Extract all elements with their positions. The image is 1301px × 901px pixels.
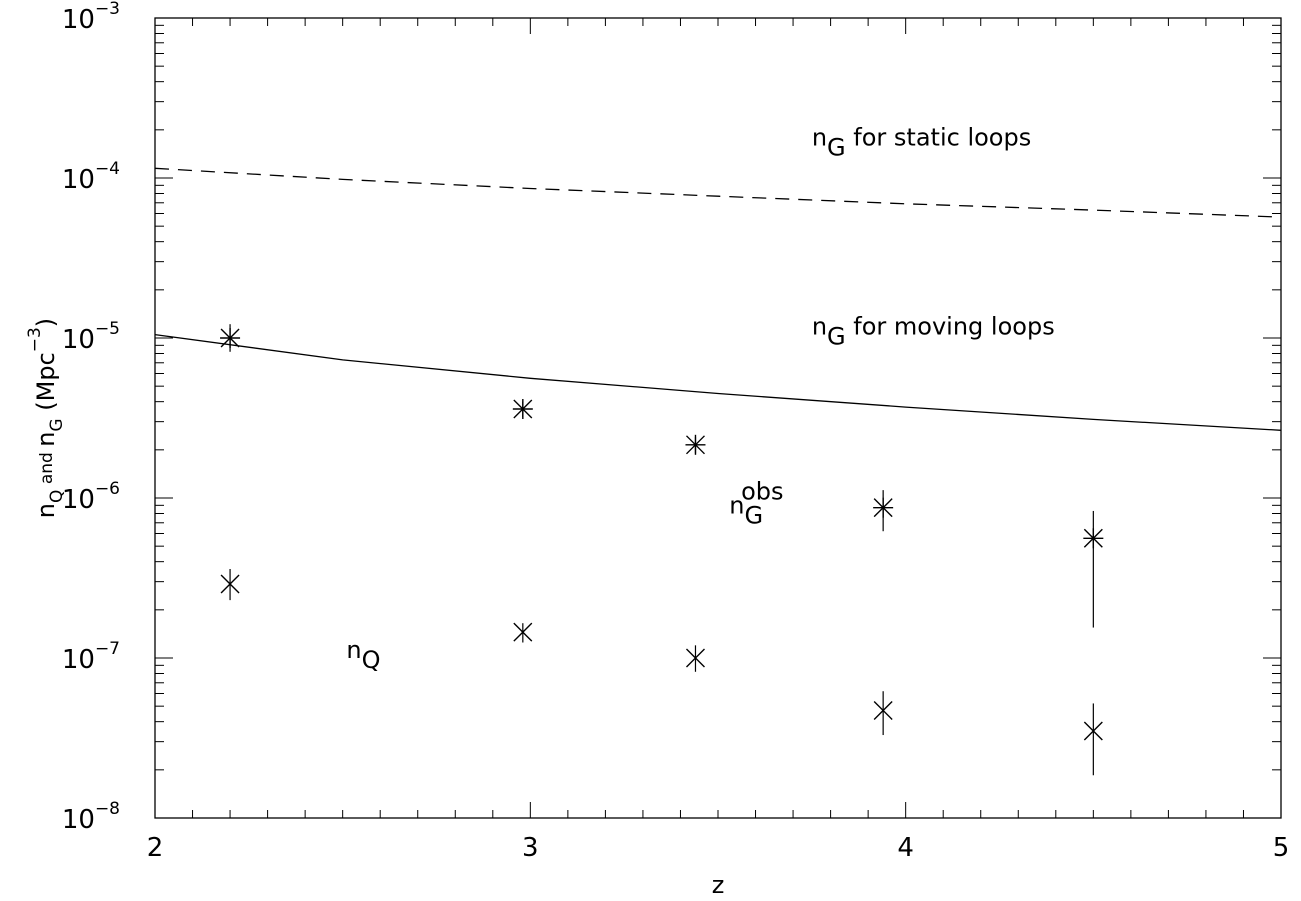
series bbox=[154, 167, 1282, 776]
asterisk-point bbox=[512, 398, 533, 419]
x-point bbox=[220, 574, 240, 594]
asterisk-point bbox=[1083, 528, 1104, 549]
asterisk-point bbox=[220, 328, 241, 348]
x-tick-label: 3 bbox=[522, 833, 539, 863]
x-point bbox=[513, 622, 533, 642]
y-tick-label: 10−3 bbox=[62, 0, 120, 35]
y-tick-label: 10−7 bbox=[62, 639, 120, 675]
y-axis-label: nQ and nG (Mpc−3) bbox=[25, 318, 67, 518]
asterisk-point bbox=[873, 497, 894, 518]
moving-loops-line bbox=[154, 333, 1282, 431]
x-tick-label: 5 bbox=[1273, 833, 1290, 863]
plot-frame bbox=[154, 17, 1282, 819]
x-axis-label: z bbox=[712, 871, 725, 899]
x-point bbox=[1083, 721, 1103, 741]
static-loops-line bbox=[154, 167, 1282, 218]
x-point bbox=[685, 648, 705, 668]
x-tick-label: 4 bbox=[897, 833, 914, 863]
annotation-nq: nQ bbox=[346, 636, 380, 674]
annotation-static: nG for static loops bbox=[812, 123, 1031, 161]
y-tick-label: 10−5 bbox=[62, 319, 120, 355]
annotation-obs: nGobs bbox=[729, 478, 783, 530]
annotation-moving: nG for moving loops bbox=[812, 313, 1055, 351]
y-tick-label: 10−6 bbox=[62, 479, 120, 515]
axes: 2 3 4 5 10−8 10−7 10−6 10−5 10−4 10−3 bbox=[62, 0, 1289, 863]
y-tick-label: 10−4 bbox=[62, 159, 120, 195]
x-tick-label: 2 bbox=[147, 833, 164, 863]
asterisk-point bbox=[685, 434, 706, 455]
x-point bbox=[873, 700, 893, 720]
labels: z nQ and nG (Mpc−3) nG for static loops nG … bbox=[25, 123, 1055, 899]
y-tick-label: 10−8 bbox=[62, 799, 120, 835]
